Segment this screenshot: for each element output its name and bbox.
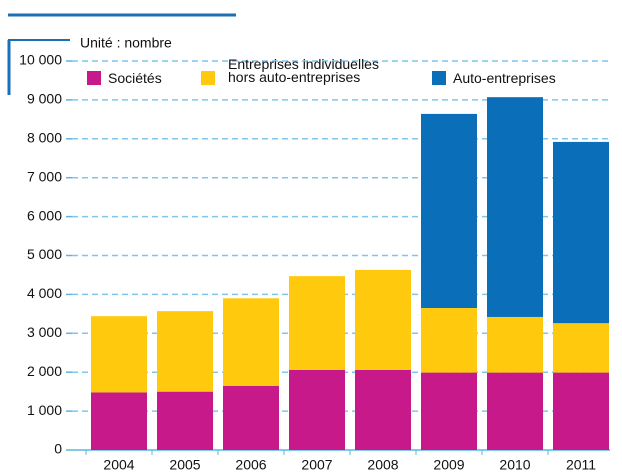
bar-segment xyxy=(421,372,477,450)
bar-segment xyxy=(157,311,213,392)
bar-segment xyxy=(91,392,147,450)
bar-segment xyxy=(421,308,477,373)
y-tick-label: 7 000 xyxy=(27,168,62,184)
y-tick-label: 2 000 xyxy=(27,363,62,379)
bar-segment xyxy=(223,385,279,450)
legend-swatch xyxy=(87,71,101,85)
x-tick-label: 2006 xyxy=(235,457,266,473)
bar-segment xyxy=(289,369,345,450)
x-tick-label: 2011 xyxy=(566,457,596,473)
y-tick-label: 4 000 xyxy=(27,285,62,301)
legend-swatch xyxy=(432,71,446,85)
bar-segment xyxy=(553,372,609,450)
bar-segment xyxy=(91,316,147,393)
bar-segment xyxy=(157,391,213,450)
y-tick-label: 8 000 xyxy=(27,130,62,146)
x-tick-label: 2009 xyxy=(433,457,464,473)
x-tick-label: 2007 xyxy=(301,457,332,473)
bar-segment xyxy=(355,369,411,450)
legend-label: Auto-entreprises xyxy=(453,70,556,86)
bar-segment xyxy=(355,269,411,370)
unit-label: Unité : nombre xyxy=(80,35,172,51)
bar-segment xyxy=(487,97,543,317)
x-tick-label: 2005 xyxy=(169,457,200,473)
y-tick-label: 0 xyxy=(54,441,62,457)
y-tick-label: 10 000 xyxy=(19,52,62,68)
y-tick-label: 5 000 xyxy=(27,246,62,262)
y-tick-label: 6 000 xyxy=(27,207,62,223)
y-tick-label: 9 000 xyxy=(27,91,62,107)
x-tick-label: 2008 xyxy=(367,457,398,473)
bar-segment xyxy=(421,113,477,309)
bar-segment xyxy=(487,316,543,373)
x-tick-label: 2010 xyxy=(499,457,530,473)
y-tick-label: 3 000 xyxy=(27,324,62,340)
bar-segment xyxy=(223,298,279,386)
bar-segment xyxy=(289,276,345,370)
y-tick-label: 1 000 xyxy=(27,402,62,418)
legend-swatch xyxy=(201,71,215,85)
bar-segment xyxy=(553,141,609,324)
legend-label: Sociétés xyxy=(108,70,162,86)
bar-segment xyxy=(553,323,609,373)
legend-label: Entreprises individuelles hors auto-entr… xyxy=(228,56,379,85)
bar-segment xyxy=(487,372,543,450)
x-tick-label: 2004 xyxy=(103,457,134,473)
